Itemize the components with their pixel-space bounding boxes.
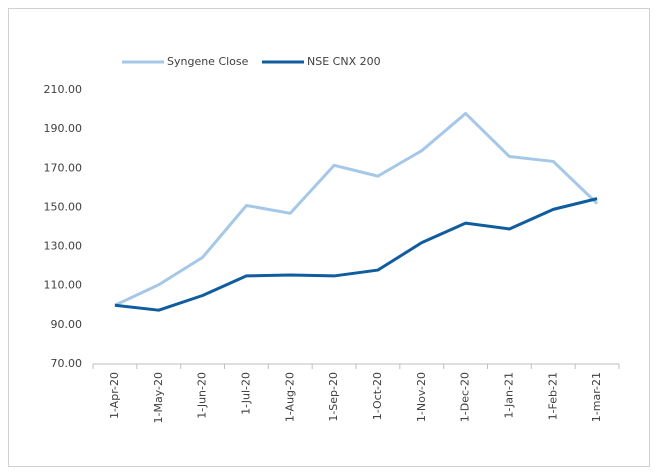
x-tick-label: 1-Oct-20	[371, 372, 384, 420]
x-tick-label: 1-Apr-20	[108, 372, 121, 419]
x-tick-label: 1-Aug-20	[283, 372, 296, 422]
y-tick-label: 130.00	[44, 240, 83, 253]
x-tick-label: 1-Sep-20	[327, 372, 340, 422]
x-tick-label: 1-mar-21	[590, 372, 603, 422]
y-tick-label: 90.00	[51, 318, 83, 331]
x-tick-label: 1-Feb-21	[546, 372, 559, 420]
series-line	[114, 111, 599, 307]
x-tick-label: 1-Jun-20	[196, 372, 209, 419]
series-line	[114, 197, 598, 312]
y-tick-label: 150.00	[44, 200, 83, 213]
legend-label: NSE CNX 200	[307, 55, 381, 68]
y-tick-label: 110.00	[44, 279, 83, 292]
chart-frame	[8, 8, 650, 467]
x-tick-label: 1-Dec-20	[459, 372, 472, 422]
y-tick-label: 70.00	[51, 357, 83, 370]
x-tick-label: 1-Jul-20	[239, 372, 252, 415]
y-tick-label: 210.00	[44, 83, 83, 96]
y-tick-label: 190.00	[44, 122, 83, 135]
legend-label: Syngene Close	[167, 55, 249, 68]
x-tick-label: 1-May-20	[152, 372, 165, 423]
x-tick-label: 1-Nov-20	[415, 372, 428, 422]
y-tick-label: 170.00	[44, 161, 83, 174]
x-tick-label: 1-Jan-21	[502, 372, 515, 419]
